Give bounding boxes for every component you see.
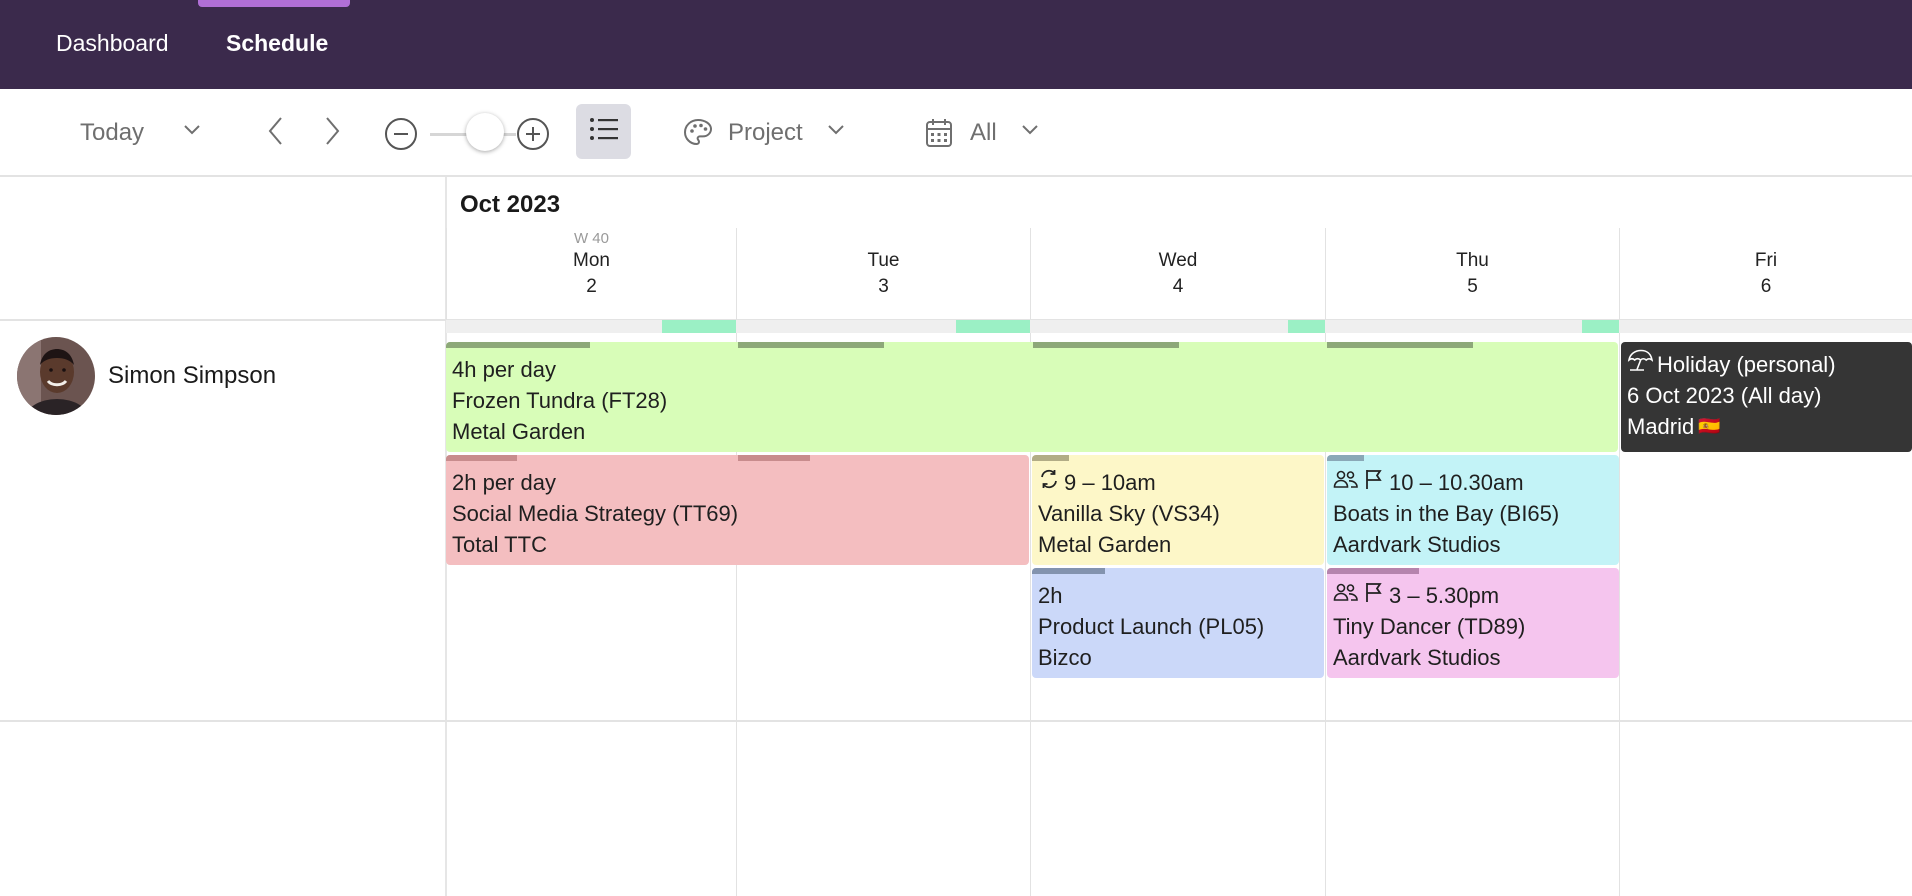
event-location: Madrid: [1627, 414, 1695, 439]
event-project: Vanilla Sky (VS34): [1038, 501, 1220, 526]
event-hours: 2h: [1038, 583, 1063, 608]
progress-marker: [1032, 568, 1105, 574]
chevron-right-icon[interactable]: [318, 113, 346, 149]
repeat-icon: [1038, 467, 1060, 498]
capacity-strip: [446, 320, 1912, 333]
progress-marker: [446, 342, 590, 348]
active-tab-indicator: [198, 0, 350, 7]
people-icon: [1333, 580, 1359, 611]
spain-flag-icon: 🇪🇸: [1698, 416, 1721, 436]
schedule-toolbar: Today Project All: [0, 89, 1912, 177]
nav-item-schedule[interactable]: Schedule: [226, 30, 329, 56]
event-client: Total TTC: [452, 532, 547, 557]
event-hours: 2h per day: [452, 470, 556, 495]
progress-marker: [1032, 455, 1069, 461]
color-by-project-dropdown[interactable]: Project: [728, 119, 803, 146]
nav-item-dashboard[interactable]: Dashboard: [56, 30, 169, 56]
avatar[interactable]: [17, 337, 95, 415]
day-column-line: [1325, 228, 1326, 896]
event-time: 3 – 5.30pm: [1389, 583, 1500, 608]
day-name: Tue: [867, 250, 900, 271]
list-icon: [589, 116, 619, 147]
event-date: 6 Oct 2023 (All day): [1627, 383, 1822, 408]
event-title: Holiday (personal): [1657, 351, 1836, 377]
event-time-row: 9 – 10am: [1038, 467, 1318, 498]
people-icon: [1333, 467, 1359, 498]
day-name: Thu: [1456, 250, 1489, 271]
event-project: Social Media Strategy (TT69): [452, 501, 739, 526]
event-time: 9 – 10am: [1064, 470, 1156, 495]
chevron-down-icon[interactable]: [1018, 117, 1042, 141]
event-project: Product Launch (PL05): [1038, 614, 1265, 639]
filter-dropdown[interactable]: All: [970, 119, 997, 146]
row-divider: [0, 720, 1912, 722]
day-header-tue: Tue 3: [736, 228, 1030, 320]
person-name[interactable]: Simon Simpson: [108, 362, 277, 389]
assignment-frozen-tundra[interactable]: 4h per day Frozen Tundra (FT28) Metal Ga…: [446, 342, 1618, 452]
event-client: Metal Garden: [452, 419, 586, 444]
flag-icon: [1363, 580, 1385, 611]
capacity-available: [956, 320, 1030, 333]
day-header-fri: Fri 6: [1619, 228, 1912, 320]
event-client: Aardvark Studios: [1333, 645, 1501, 670]
event-time: 10 – 10.30am: [1389, 470, 1524, 495]
day-date: 5: [1467, 276, 1478, 297]
day-header-thu: Thu 5: [1325, 228, 1619, 320]
assignment-social-media-strategy[interactable]: 2h per day Social Media Strategy (TT69) …: [446, 455, 1029, 565]
day-column-line: [1030, 228, 1031, 896]
chevron-down-icon[interactable]: [180, 117, 204, 141]
event-client: Bizco: [1038, 645, 1092, 670]
progress-marker: [1327, 342, 1473, 348]
day-header-wed: Wed 4: [1030, 228, 1325, 320]
progress-marker: [1327, 455, 1364, 461]
event-time-row: 10 – 10.30am: [1333, 467, 1613, 498]
day-column-line: [1619, 228, 1620, 896]
holiday-title-row: Holiday (personal): [1627, 348, 1906, 380]
event-time-row: 3 – 5.30pm: [1333, 580, 1613, 611]
event-hours: 4h per day: [452, 357, 556, 382]
chevron-left-icon[interactable]: [262, 113, 290, 149]
week-number: W 40: [573, 230, 609, 247]
flag-icon: [1363, 467, 1385, 498]
progress-marker: [1327, 568, 1419, 574]
day-date: 3: [878, 276, 889, 297]
day-header-mon: W 40 Mon 2: [446, 228, 736, 320]
capacity-available: [1582, 320, 1619, 333]
calendar-icon[interactable]: [925, 117, 953, 149]
assignment-product-launch[interactable]: 2h Product Launch (PL05) Bizco: [1032, 568, 1324, 678]
event-project: Boats in the Bay (BI65): [1333, 501, 1560, 526]
chevron-down-icon[interactable]: [824, 117, 848, 141]
day-name: Fri: [1754, 250, 1778, 271]
time-off-holiday[interactable]: Holiday (personal) 6 Oct 2023 (All day) …: [1621, 342, 1912, 452]
event-client: Metal Garden: [1038, 532, 1172, 557]
list-view-toggle[interactable]: [576, 104, 631, 159]
event-client: Aardvark Studios: [1333, 532, 1501, 557]
zoom-in-icon[interactable]: [516, 117, 550, 151]
day-date: 4: [1172, 276, 1184, 297]
day-name: Mon: [573, 250, 610, 271]
progress-marker: [738, 342, 884, 348]
day-date: 2: [586, 276, 597, 297]
assignment-boats-in-the-bay[interactable]: 10 – 10.30am Boats in the Bay (BI65) Aar…: [1327, 455, 1619, 565]
capacity-available: [1288, 320, 1325, 333]
event-project: Tiny Dancer (TD89): [1333, 614, 1526, 639]
capacity-available: [662, 320, 736, 333]
assignment-tiny-dancer[interactable]: 3 – 5.30pm Tiny Dancer (TD89) Aardvark S…: [1327, 568, 1619, 678]
progress-marker: [738, 455, 810, 461]
progress-marker: [1033, 342, 1179, 348]
day-date: 6: [1760, 276, 1772, 297]
event-project: Frozen Tundra (FT28): [452, 388, 668, 413]
top-navigation: Dashboard Schedule: [0, 0, 1912, 89]
day-name: Wed: [1158, 250, 1198, 271]
progress-marker: [446, 455, 517, 461]
zoom-slider-handle[interactable]: [466, 113, 504, 151]
month-label: Oct 2023: [460, 191, 561, 218]
today-button[interactable]: Today: [80, 119, 145, 146]
palette-icon[interactable]: [682, 117, 714, 149]
assignment-vanilla-sky[interactable]: 9 – 10am Vanilla Sky (VS34) Metal Garden: [1032, 455, 1324, 565]
event-location-row: Madrid 🇪🇸: [1627, 411, 1906, 442]
zoom-out-icon[interactable]: [384, 117, 418, 151]
umbrella-icon: [1627, 348, 1654, 380]
